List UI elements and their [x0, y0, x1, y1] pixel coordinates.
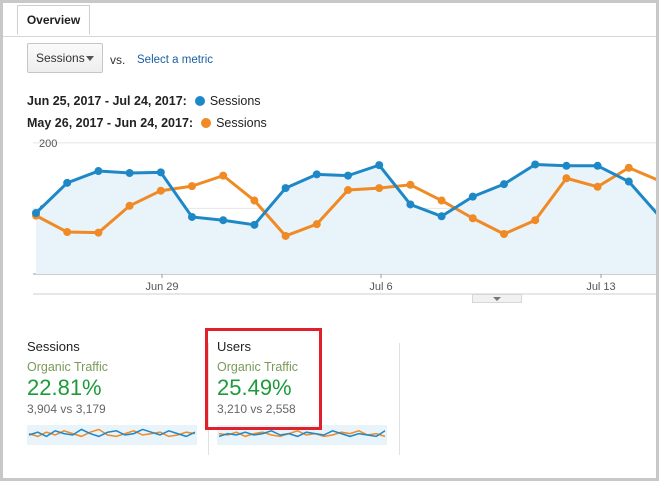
- legend-previous-period: May 26, 2017 - Jun 24, 2017: Sessions: [27, 116, 267, 130]
- data-point: [94, 167, 103, 176]
- data-point: [500, 229, 508, 238]
- data-point: [437, 212, 446, 221]
- data-point: [562, 161, 571, 170]
- y-tick-label: 200: [39, 138, 57, 150]
- card-divider: [399, 343, 400, 455]
- x-tick-label: Jul 13: [586, 281, 615, 293]
- data-point: [437, 196, 446, 205]
- data-point: [531, 160, 540, 169]
- metric-card-users[interactable]: Users Organic Traffic 25.49% 3,210 vs 2,…: [217, 339, 389, 445]
- data-point: [219, 171, 228, 180]
- sparkline: [217, 425, 387, 445]
- data-point: [188, 212, 196, 221]
- data-point: [156, 168, 165, 177]
- data-point: [281, 231, 290, 240]
- card-divider: [208, 343, 209, 455]
- metric-select[interactable]: Sessions: [27, 43, 103, 73]
- data-point: [344, 186, 352, 195]
- card-change-percent: 22.81%: [27, 375, 102, 400]
- data-point: [63, 228, 72, 237]
- data-point: [312, 220, 321, 229]
- sparkline: [27, 425, 197, 445]
- data-point: [63, 178, 72, 187]
- data-point: [32, 209, 40, 218]
- card-title: Users: [217, 339, 251, 354]
- card-comparison: 3,210 vs 2,558: [217, 402, 296, 416]
- card-change-percent: 25.49%: [217, 375, 292, 400]
- data-point: [406, 200, 415, 209]
- data-point: [624, 177, 633, 186]
- card-segment: Organic Traffic: [27, 360, 109, 374]
- legend-current-period: Jun 25, 2017 - Jul 24, 2017: Sessions: [27, 94, 261, 108]
- data-point: [593, 182, 602, 191]
- sparkline-series: [218, 429, 386, 438]
- data-point: [593, 161, 602, 170]
- data-point: [406, 180, 415, 189]
- area-fill: [36, 164, 656, 274]
- tab-overview[interactable]: Overview: [17, 5, 90, 35]
- data-point: [250, 196, 259, 205]
- x-tick-label: Jul 6: [369, 281, 392, 293]
- sparkline-series: [218, 429, 386, 438]
- select-metric-link[interactable]: Select a metric: [137, 54, 214, 66]
- data-point: [94, 228, 103, 237]
- chevron-down-icon: [493, 297, 501, 301]
- data-point: [375, 161, 384, 170]
- metric-card-sessions[interactable]: Sessions Organic Traffic 22.81% 3,904 vs…: [27, 339, 199, 445]
- data-point: [624, 163, 633, 172]
- legend-range: Jun 25, 2017 - Jul 24, 2017:: [27, 94, 187, 108]
- chevron-down-icon: [86, 56, 94, 61]
- x-tick-label: Jun 29: [145, 281, 178, 293]
- data-point: [188, 182, 196, 191]
- legend-range: May 26, 2017 - Jun 24, 2017:: [27, 116, 194, 130]
- data-point: [562, 174, 571, 183]
- data-point: [500, 180, 508, 189]
- series-dot-icon: [201, 118, 212, 128]
- data-point: [344, 171, 352, 180]
- tab-bar: Overview: [3, 3, 656, 37]
- card-segment: Organic Traffic: [217, 360, 299, 374]
- data-point: [125, 169, 134, 178]
- legend-series-name: Sessions: [216, 116, 267, 130]
- vs-label: vs.: [110, 53, 126, 67]
- sparkline-series: [28, 428, 196, 438]
- card-comparison: 3,904 vs 3,179: [27, 402, 106, 416]
- series-dot-icon: [194, 96, 205, 106]
- data-point: [468, 192, 477, 201]
- data-point: [468, 214, 477, 223]
- data-point: [125, 201, 134, 210]
- data-point: [312, 170, 321, 179]
- highlight-box: [205, 328, 322, 430]
- data-point: [250, 220, 259, 229]
- legend-series-name: Sessions: [209, 94, 261, 108]
- data-point: [375, 184, 384, 193]
- metric-select-value: Sessions: [36, 51, 85, 65]
- data-point: [531, 216, 540, 225]
- sparkline-series: [28, 428, 196, 438]
- card-title: Sessions: [27, 339, 80, 354]
- data-point: [281, 184, 290, 193]
- data-point: [219, 216, 228, 225]
- chart-expand-handle[interactable]: [472, 294, 522, 303]
- data-point: [156, 186, 165, 195]
